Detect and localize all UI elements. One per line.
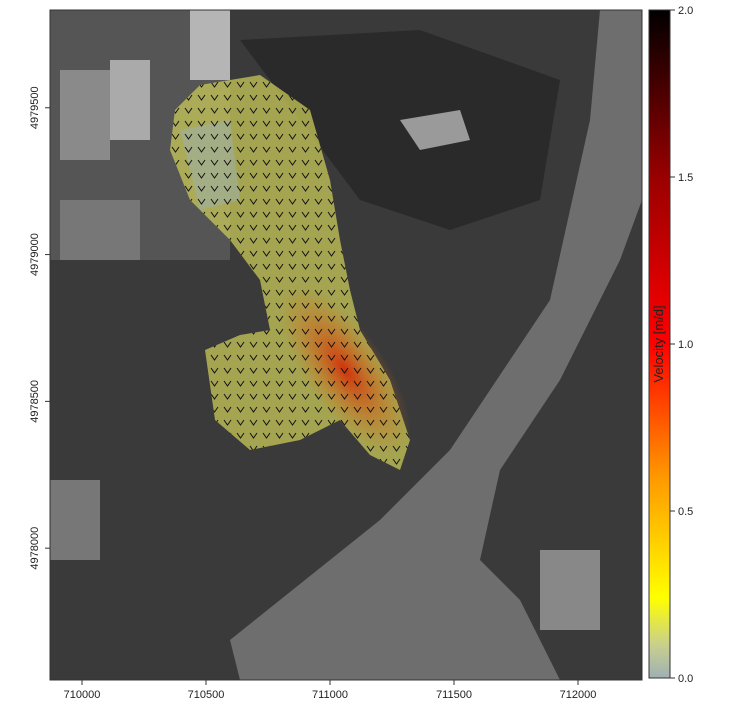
figure: Velocity [m/d] 710000 710500 711000 711500 7… <box>0 0 753 713</box>
y-tick-label: 4979500 <box>29 86 41 129</box>
colorbar-label: Velocity [m/d] <box>651 305 666 382</box>
x-tick-label: 711500 <box>436 689 472 701</box>
x-tick-label: 710500 <box>188 689 225 701</box>
map-image <box>50 10 642 680</box>
x-tick-label: 712000 <box>560 689 597 701</box>
colorbar-tick-label: 1.0 <box>678 339 693 351</box>
x-tick-label: 711000 <box>312 689 348 701</box>
colorbar-tick-label: 0.0 <box>678 673 693 685</box>
colorbar-tick-label: 2.0 <box>678 5 693 17</box>
x-tick-label: 710000 <box>64 689 101 701</box>
y-tick-label: 4979000 <box>29 233 41 276</box>
y-tick-label: 4978500 <box>29 380 41 423</box>
colorbar-tick-label: 0.5 <box>678 506 693 518</box>
colorbar-tick-label: 1.5 <box>678 172 693 184</box>
y-tick-label: 4978000 <box>29 527 41 570</box>
